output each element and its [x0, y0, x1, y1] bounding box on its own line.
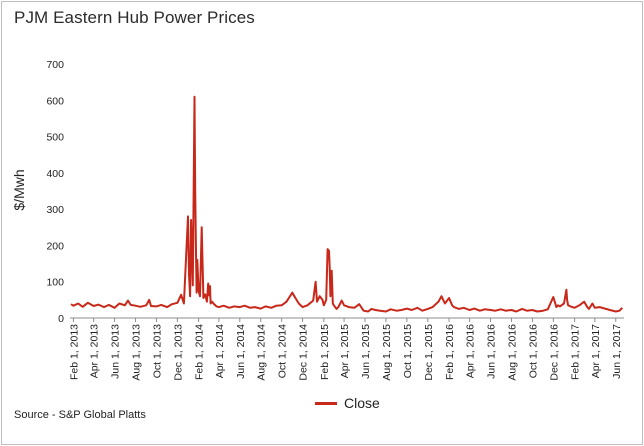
x-tick-label: Feb 1, 2017: [570, 324, 582, 380]
y-axis-label: $/Mwh: [11, 169, 27, 210]
x-tick-label: Jun 1, 2014: [235, 324, 247, 379]
y-tick-labels: 0 100 200 300 400 500 600 700: [46, 59, 64, 325]
series-group: [70, 95, 624, 313]
series-line-close: [70, 95, 624, 313]
x-tick-label: Aug 1, 2015: [381, 324, 393, 381]
x-tick-label: Aug 1, 2013: [131, 324, 143, 381]
y-tick-label: 500: [46, 132, 64, 144]
x-tick-labels: Feb 1, 2013 Apr 1, 2013 Jun 1, 2013 Aug 1, …: [68, 318, 623, 381]
x-tick-label: Oct 1, 2015: [402, 324, 414, 378]
x-tick-label: Feb 1, 2016: [444, 324, 456, 380]
y-tick-label: 100: [46, 277, 64, 289]
y-tick-label: 0: [58, 313, 64, 325]
x-tick-label: Dec 1, 2015: [423, 324, 435, 381]
x-tick-label: Dec 1, 2016: [548, 324, 560, 381]
x-tick-label: Aug 1, 2016: [506, 324, 518, 381]
x-tick-label: Feb 1, 2015: [319, 324, 331, 380]
x-tick-label: Apr 1, 2017: [590, 324, 602, 378]
x-tick-label: Jun 1, 2015: [360, 324, 372, 379]
chart-title: PJM Eastern Hub Power Prices: [14, 8, 255, 27]
x-tick-label: Apr 1, 2016: [465, 324, 477, 378]
x-tick-label: Jun 1, 2017: [611, 324, 623, 379]
x-tick-label: Oct 1, 2013: [151, 324, 163, 378]
x-tick-label: Dec 1, 2013: [172, 324, 184, 381]
source-note: Source - S&P Global Platts: [14, 409, 146, 421]
x-tick-label: Feb 1, 2013: [68, 324, 80, 380]
legend-swatch-close: [315, 401, 337, 405]
x-tick-label: Aug 1, 2014: [256, 324, 268, 381]
legend: Close: [315, 395, 380, 411]
y-tick-label: 600: [46, 95, 64, 107]
y-tick-label: 700: [46, 59, 64, 71]
legend-label-close: Close: [344, 395, 380, 411]
y-tick-label: 400: [46, 168, 64, 180]
x-tick-label: Apr 1, 2013: [89, 324, 101, 378]
x-tick-label: Apr 1, 2014: [214, 324, 226, 378]
x-tick-label: Dec 1, 2014: [298, 324, 310, 381]
x-tick-label: Oct 1, 2014: [277, 324, 289, 378]
x-tick-label: Apr 1, 2015: [339, 324, 351, 378]
y-tick-label: 200: [46, 240, 64, 252]
x-tick-label: Feb 1, 2014: [194, 324, 206, 380]
x-tick-label: Jun 1, 2013: [110, 324, 122, 379]
x-tick-label: Oct 1, 2016: [527, 324, 539, 378]
x-tick-label: Jun 1, 2016: [486, 324, 498, 379]
y-tick-label: 300: [46, 204, 64, 216]
